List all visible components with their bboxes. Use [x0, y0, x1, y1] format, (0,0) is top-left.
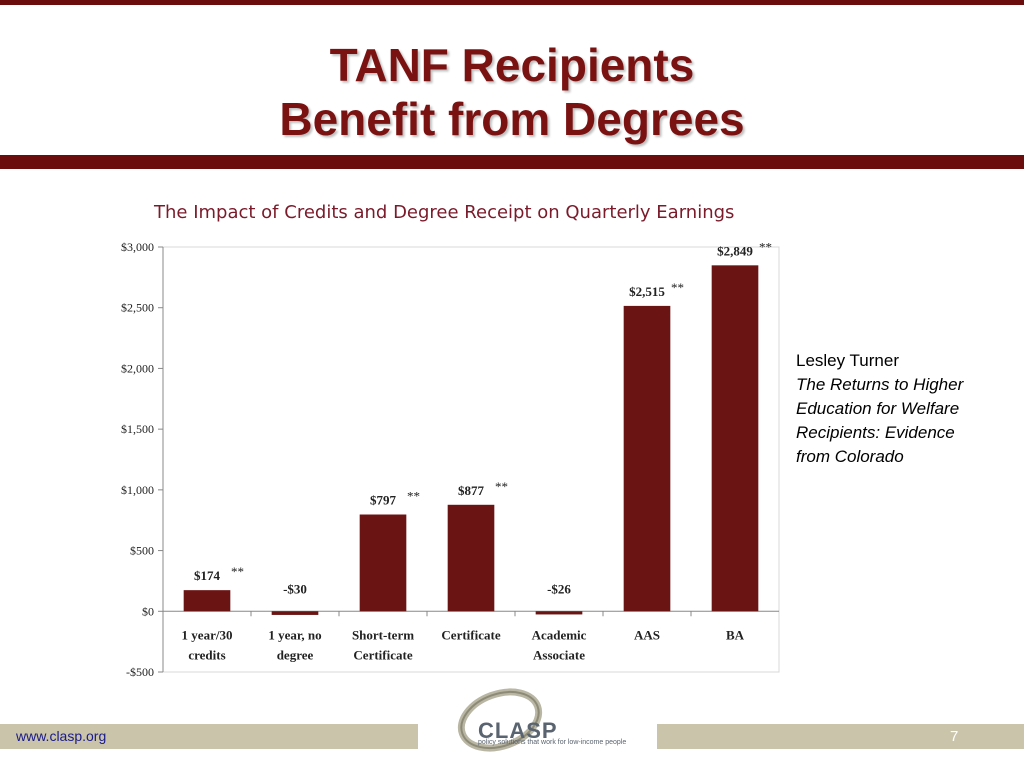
- bar: [447, 504, 495, 612]
- logo-wordmark: CLASP: [478, 718, 558, 743]
- slide-title-line-1: TANF Recipients: [329, 39, 695, 91]
- footer-bar-right: [657, 724, 1024, 749]
- category-label: credits: [188, 647, 225, 662]
- significance-marker: **: [495, 479, 508, 494]
- data-label: $2,515: [629, 284, 665, 299]
- category-label: 1 year/30: [182, 627, 233, 642]
- citation-work-line-3: Recipients: Evidence: [796, 423, 955, 442]
- data-label: $797: [370, 493, 397, 508]
- footer-bar-left: [0, 724, 418, 749]
- citation: Lesley Turner The Returns to Higher Educ…: [796, 349, 1016, 469]
- y-tick-label: $0: [142, 604, 154, 618]
- clasp-logo-icon: [457, 688, 543, 752]
- bar: [271, 611, 319, 615]
- significance-marker: **: [759, 239, 772, 254]
- bar: [183, 590, 231, 612]
- category-label: degree: [277, 647, 314, 662]
- significance-marker: **: [671, 280, 684, 295]
- y-tick-label: $2,000: [121, 361, 154, 375]
- category-label: 1 year, no: [268, 627, 321, 642]
- page-number: 7: [950, 728, 959, 745]
- citation-work-line-1: The Returns to Higher: [796, 375, 964, 394]
- category-label: AAS: [634, 627, 660, 642]
- data-label: $174: [194, 568, 221, 583]
- y-tick-label: $1,000: [121, 483, 154, 497]
- y-tick-label: $1,500: [121, 422, 154, 436]
- bar: [623, 305, 671, 612]
- y-tick-label: $3,000: [121, 240, 154, 254]
- bar: [535, 611, 583, 615]
- y-tick-label: $500: [130, 544, 154, 558]
- top-rule: [0, 0, 1024, 5]
- category-label: BA: [726, 627, 745, 642]
- citation-work-line-4: from Colorado: [796, 447, 904, 466]
- slide-title: TANF Recipients Benefit from Degrees: [0, 38, 1024, 146]
- category-label: Certificate: [441, 627, 500, 642]
- logo-tagline: policy solutions that work for low-incom…: [478, 739, 627, 746]
- category-label: Short-term: [352, 627, 414, 642]
- significance-marker: **: [407, 489, 420, 504]
- significance-marker: **: [231, 564, 244, 579]
- y-tick-label: $2,500: [121, 301, 154, 315]
- data-label: $877: [458, 483, 485, 498]
- title-band: [0, 155, 1024, 169]
- data-label: $2,849: [717, 243, 753, 258]
- chart-title: The Impact of Credits and Degree Receipt…: [154, 202, 735, 223]
- bar: [711, 265, 759, 612]
- citation-work-line-2: Education for Welfare: [796, 399, 960, 418]
- citation-author: Lesley Turner: [796, 351, 899, 370]
- category-label: Associate: [533, 647, 585, 662]
- data-label: -$30: [283, 581, 307, 596]
- y-tick-label: -$500: [126, 665, 154, 679]
- category-label: Academic: [532, 627, 587, 642]
- data-label: -$26: [547, 581, 571, 596]
- slide-title-line-2: Benefit from Degrees: [279, 93, 745, 145]
- category-label: Certificate: [353, 647, 412, 662]
- earnings-bar-chart: -$500 $0 $500 $1,000 $1,500 $2,000 $2,500 $3,00…: [121, 239, 780, 679]
- bar: [359, 514, 407, 612]
- footer-url-link[interactable]: www.clasp.org: [16, 728, 107, 744]
